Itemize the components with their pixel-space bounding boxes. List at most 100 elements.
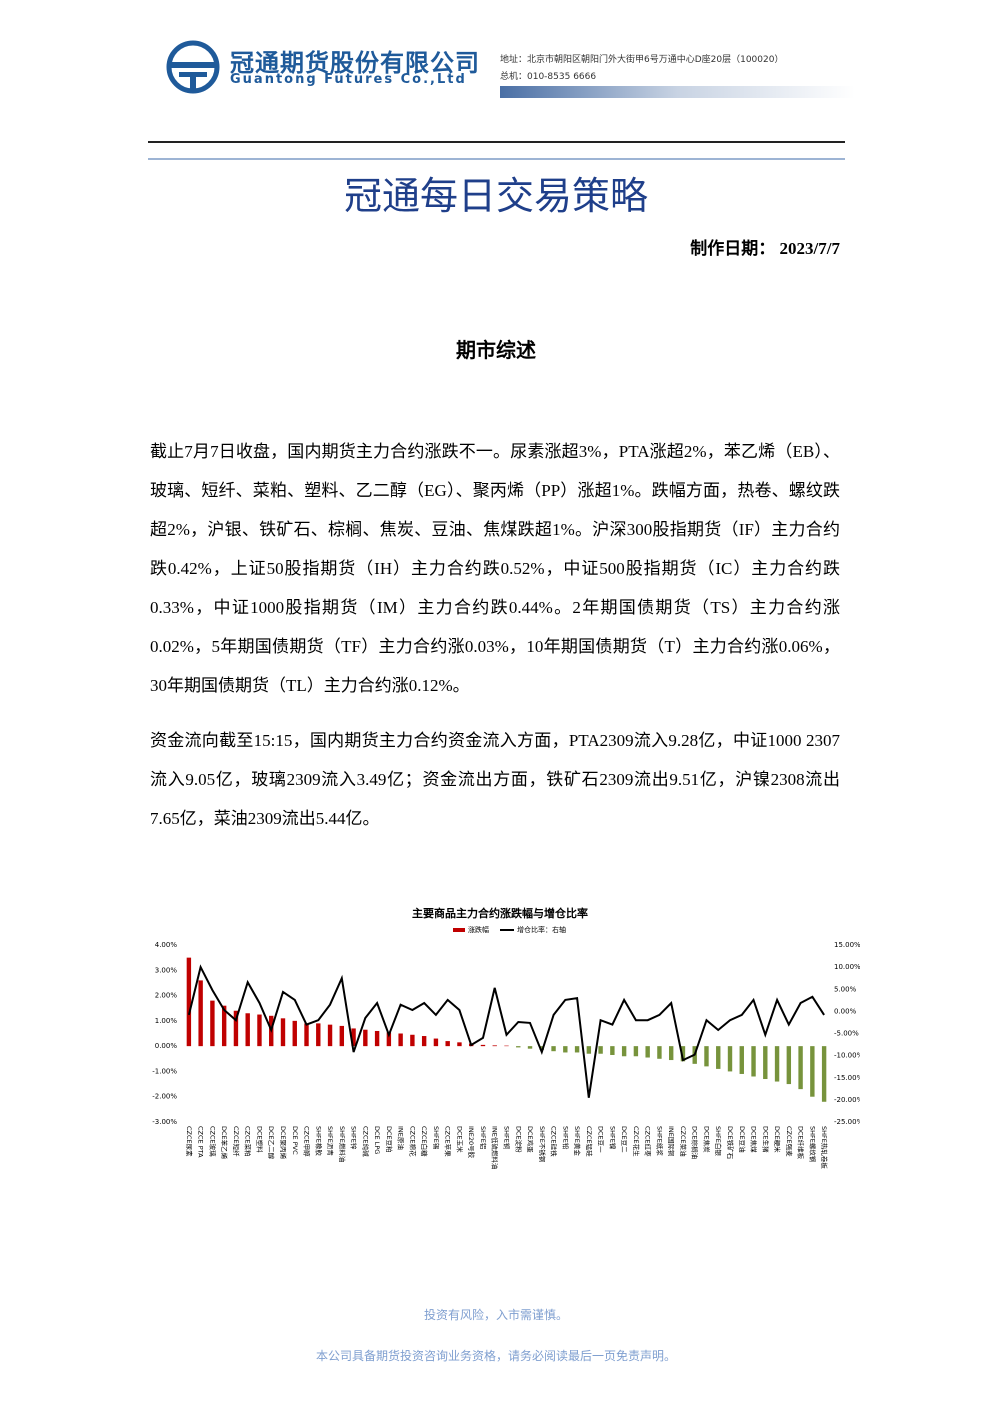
legend-label: 涨跌幅 xyxy=(468,925,489,934)
x-tick-label: CZCE红枣 xyxy=(644,1126,653,1157)
bar xyxy=(327,1024,333,1047)
y2-tick-label: -15.00% xyxy=(834,1074,860,1082)
y-tick-label: -3.00% xyxy=(152,1118,177,1126)
logo xyxy=(166,40,220,94)
x-tick-label: DCE豆一 xyxy=(597,1126,605,1153)
x-tick-label: INE20号胶 xyxy=(467,1126,476,1159)
bar xyxy=(645,1046,650,1058)
y2-tick-label: -20.00% xyxy=(834,1096,860,1104)
bar xyxy=(739,1046,744,1074)
bar xyxy=(704,1046,709,1067)
x-tick-label: DCE棕榈油 xyxy=(691,1126,700,1159)
y2-tick-label: -10.00% xyxy=(834,1052,860,1060)
x-tick-label: CZCE纯碱 xyxy=(361,1126,370,1157)
bar xyxy=(751,1046,756,1077)
paragraph: 截止7月7日收盘，国内期货主力合约涨跌不一。尿素涨超3%，PTA涨超2%，苯乙烯… xyxy=(150,442,840,695)
bar xyxy=(198,980,203,1047)
x-tick-label: CZCE苹果 xyxy=(444,1126,453,1157)
bar xyxy=(386,1032,392,1047)
bar xyxy=(716,1046,721,1069)
x-tick-label: DCE PVC xyxy=(291,1126,299,1155)
bar xyxy=(621,1046,627,1057)
x-tick-label: DCE纤维板 xyxy=(797,1126,806,1160)
section-title: 期市综述 xyxy=(456,340,536,362)
bar xyxy=(763,1046,768,1080)
bar xyxy=(786,1046,792,1085)
bar xyxy=(574,1046,580,1053)
line xyxy=(187,964,825,1098)
rule xyxy=(148,141,845,143)
bar xyxy=(727,1046,733,1072)
y-tick-label: 1.00% xyxy=(155,1017,178,1025)
bar xyxy=(563,1046,568,1053)
bar xyxy=(374,1030,380,1047)
x-tick-label: DCE塑料 xyxy=(255,1126,264,1153)
bar xyxy=(245,1013,250,1047)
x-tick-label: CZCE短纤 xyxy=(232,1126,241,1157)
x-tick-label: CZCE花生 xyxy=(632,1126,641,1157)
x-tick-label: DCE豆油 xyxy=(738,1126,747,1153)
x-tick-label: DCE生猪 xyxy=(761,1126,770,1153)
bar xyxy=(221,1005,227,1047)
x-tick-label: DCE粳米 xyxy=(773,1126,782,1153)
x-tick-label: CZCE PTA xyxy=(197,1126,205,1158)
legend-label: 增仓比率：右轴 xyxy=(517,925,566,934)
x-tick-label: DCE LPG xyxy=(373,1126,381,1154)
rule xyxy=(148,158,845,160)
y2-tick-label: 15.00% xyxy=(834,941,860,949)
x-tick-label: SHFE纸浆 xyxy=(655,1126,664,1156)
x-tick-label: SHFE铅 xyxy=(561,1126,570,1150)
x-tick-label: DCE豆粕 xyxy=(385,1126,394,1153)
y-tick-label: 4.00% xyxy=(155,941,178,949)
x-tick-label: CZCE锰硅 xyxy=(585,1126,594,1157)
x-tick-label: SHFE热轧卷板 xyxy=(820,1126,829,1169)
chart-title: 主要商品主力合约涨跌幅与增仓比率 xyxy=(412,906,588,920)
x-tick-label: SHFE螺纹钢 xyxy=(808,1126,817,1163)
date: 制作日期： 2023/7/7 xyxy=(690,234,840,259)
bar xyxy=(480,1044,486,1047)
bar xyxy=(233,1010,239,1047)
phone: 总机：010-8535 6666 xyxy=(500,72,597,82)
bar xyxy=(539,1046,544,1050)
x-tick-label: SHFE不锈钢 xyxy=(538,1126,547,1163)
y-tick-label: 3.00% xyxy=(155,966,178,974)
y-tick-label: -1.00% xyxy=(152,1067,177,1075)
y2-tick-label: 0.00% xyxy=(834,1007,857,1015)
x-tick-label: DCE玉米 xyxy=(455,1126,464,1153)
y-tick-label: -2.00% xyxy=(152,1093,177,1101)
x-tick-label: SHFE黄金 xyxy=(573,1126,582,1156)
date-label: 制作日期： xyxy=(690,239,776,258)
bar xyxy=(551,1046,556,1052)
x-tick-label: CZCE玻璃 xyxy=(208,1126,217,1157)
y2-tick-label: -25.00% xyxy=(834,1118,860,1126)
bar xyxy=(433,1038,439,1047)
bar xyxy=(504,1045,509,1047)
bar xyxy=(280,1018,286,1047)
bar xyxy=(810,1046,815,1097)
bar xyxy=(492,1045,497,1047)
x-tick-label: SHFE铝 xyxy=(479,1126,488,1149)
y-tick-label: 0.00% xyxy=(155,1042,178,1050)
bar xyxy=(657,1046,662,1059)
x-tick-label: DCE乙二醇 xyxy=(267,1126,276,1160)
y-tick-label: 2.00% xyxy=(155,992,178,1000)
bar xyxy=(304,1023,309,1047)
chart: 主要商品主力合约涨跌幅与增仓比率 4.00% 3.00% 2.00% 1.00% 0.0… xyxy=(152,906,860,1169)
paragraph: 资金流向截至15:15，国内期货主力合约资金流入方面，PTA2309流入9.28… xyxy=(150,731,840,828)
bar xyxy=(363,1029,368,1047)
x-tick-label: SHFE铜 xyxy=(503,1126,512,1150)
x-tick-label: DCE豆二 xyxy=(620,1126,628,1153)
bar xyxy=(257,1014,262,1047)
body: 截止7月7日收盘，国内期货主力合约涨跌不一。尿素涨超3%，PTA涨超2%，苯乙烯… xyxy=(150,432,840,854)
bar xyxy=(410,1034,415,1047)
x-tick-label: DCE鸡蛋 xyxy=(526,1126,535,1153)
date-value: 2023/7/7 xyxy=(779,239,840,258)
x-tick-label: SHFE燃料油 xyxy=(338,1126,347,1162)
x-tick-label: INE国际铜 xyxy=(667,1126,676,1157)
company-cn: 冠通期货股份有限公司 xyxy=(230,49,480,77)
x-tick-label: DCE聚丙烯 xyxy=(279,1126,288,1160)
bar xyxy=(680,1046,686,1062)
bar xyxy=(821,1046,827,1102)
bar xyxy=(186,957,192,1047)
y2-tick-label: 10.00% xyxy=(834,963,860,971)
